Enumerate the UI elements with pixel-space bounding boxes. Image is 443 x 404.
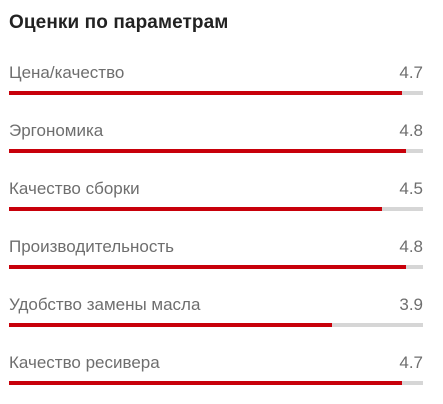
rating-bar-track: [9, 207, 423, 211]
rating-row-price-quality: Цена/качество 4.7: [0, 55, 443, 113]
rating-row-oil-change: Удобство замены масла 3.9: [0, 287, 443, 345]
rating-value: 4.8: [399, 237, 423, 256]
rating-row-receiver-quality: Качество ресивера 4.7: [0, 345, 443, 403]
rating-bar-track: [9, 265, 423, 269]
rating-bar-fill: [9, 381, 403, 385]
rating-bar-fill: [9, 265, 407, 269]
rating-value: 4.5: [399, 179, 423, 198]
rating-label: Качество ресивера: [9, 353, 160, 372]
rating-value: 4.7: [399, 63, 423, 82]
rating-bar-fill: [9, 149, 407, 153]
rating-row-ergonomics: Эргономика 4.8: [0, 113, 443, 171]
rating-bar-track: [9, 149, 423, 153]
rating-value: 4.7: [399, 353, 423, 372]
rating-bar-fill: [9, 91, 403, 95]
rating-label: Качество сборки: [9, 179, 140, 198]
rating-bar-track: [9, 381, 423, 385]
rating-label: Удобство замены масла: [9, 295, 201, 314]
section-title: Оценки по параметрам: [9, 12, 229, 33]
rating-bar-track: [9, 323, 423, 327]
ratings-list: Цена/качество 4.7 Эргономика 4.8 Качеств…: [0, 55, 443, 403]
rating-label: Эргономика: [9, 121, 104, 140]
rating-row-performance: Производительность 4.8: [0, 229, 443, 287]
rating-value: 3.9: [399, 295, 423, 314]
rating-row-build-quality: Качество сборки 4.5: [0, 171, 443, 229]
rating-bar-track: [9, 91, 423, 95]
rating-label: Производительность: [9, 237, 175, 256]
rating-bar-fill: [9, 207, 382, 211]
rating-value: 4.8: [399, 121, 423, 140]
rating-bar-fill: [9, 323, 332, 327]
rating-label: Цена/качество: [9, 63, 125, 82]
